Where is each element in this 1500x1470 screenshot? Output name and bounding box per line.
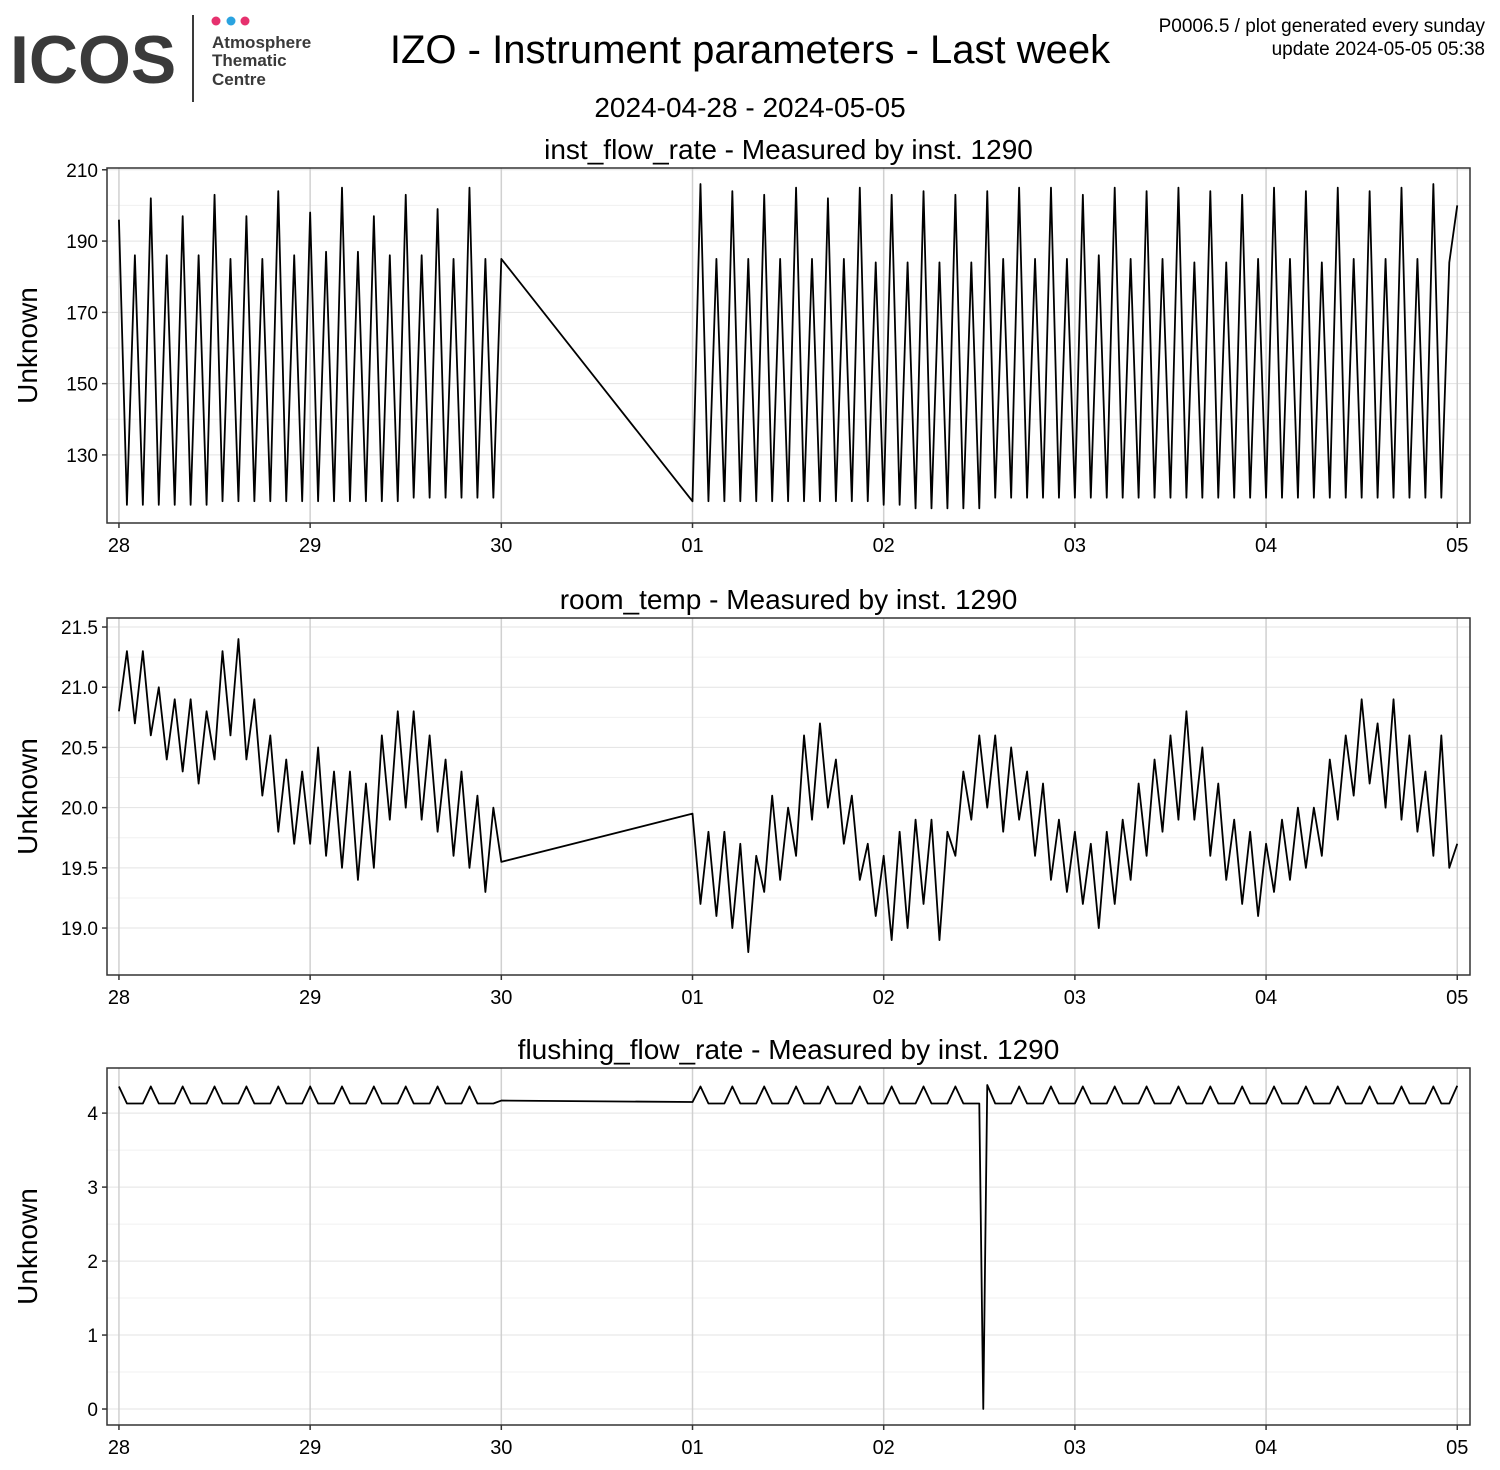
x-tick-label: 30 bbox=[490, 1437, 512, 1459]
x-tick-label: 28 bbox=[108, 987, 130, 1009]
panel-border bbox=[106, 617, 1471, 976]
logo-text: Thematic bbox=[212, 51, 287, 70]
logo-text: Atmosphere bbox=[212, 33, 311, 52]
y-tick-label: 130 bbox=[66, 446, 98, 467]
x-tick-label: 03 bbox=[1064, 535, 1086, 557]
y-tick-label: 20.0 bbox=[61, 799, 98, 820]
y-axis-label: Unknown bbox=[12, 738, 43, 855]
chart-title: inst_flow_rate - Measured by inst. 1290 bbox=[544, 134, 1033, 165]
y-tick-label: 19.5 bbox=[61, 859, 98, 880]
y-tick-label: 3 bbox=[87, 1178, 98, 1199]
logo-dot bbox=[240, 16, 250, 26]
y-tick-label: 190 bbox=[66, 232, 98, 253]
logo-text: Centre bbox=[212, 70, 266, 89]
y-tick-label: 150 bbox=[66, 375, 98, 396]
x-tick-label: 28 bbox=[108, 535, 130, 557]
x-tick-label: 04 bbox=[1255, 535, 1277, 557]
y-axis-label: Unknown bbox=[12, 287, 43, 404]
y-tick-label: 210 bbox=[66, 161, 98, 182]
x-tick-label: 01 bbox=[681, 1437, 703, 1459]
chart-title: flushing_flow_rate - Measured by inst. 1… bbox=[518, 1034, 1060, 1065]
panel-background bbox=[107, 1068, 1470, 1425]
x-tick-label: 03 bbox=[1064, 987, 1086, 1009]
x-tick-label: 30 bbox=[490, 987, 512, 1009]
update: update 2024-05-05 05:38 bbox=[1272, 39, 1485, 60]
x-tick-label: 29 bbox=[299, 987, 321, 1009]
y-tick-label: 4 bbox=[87, 1104, 98, 1125]
x-tick-label: 29 bbox=[299, 535, 321, 557]
page-subtitle: 2024-04-28 - 2024-05-05 bbox=[594, 92, 905, 123]
panel-border bbox=[106, 167, 1471, 524]
x-tick-label: 05 bbox=[1446, 535, 1468, 557]
y-tick-label: 21.5 bbox=[61, 618, 98, 639]
y-tick-label: 2 bbox=[87, 1252, 98, 1273]
x-tick-label: 02 bbox=[873, 987, 895, 1009]
logo: ICOS bbox=[10, 22, 176, 98]
data-line bbox=[118, 183, 1459, 510]
logo-dot bbox=[226, 16, 236, 26]
x-tick-label: 29 bbox=[299, 1437, 321, 1459]
x-tick-label: 05 bbox=[1446, 987, 1468, 1009]
panel-background bbox=[107, 618, 1470, 975]
page-title: IZO - Instrument parameters - Last week bbox=[390, 28, 1111, 72]
y-tick-label: 170 bbox=[66, 303, 98, 324]
x-tick-label: 04 bbox=[1255, 987, 1277, 1009]
y-tick-label: 1 bbox=[87, 1326, 98, 1347]
panel-border bbox=[106, 1067, 1471, 1426]
y-axis-label: Unknown bbox=[12, 1188, 43, 1305]
x-tick-label: 02 bbox=[873, 535, 895, 557]
y-tick-label: 0 bbox=[87, 1400, 98, 1421]
logo-dot bbox=[211, 16, 221, 26]
x-tick-label: 01 bbox=[681, 987, 703, 1009]
x-tick-label: 04 bbox=[1255, 1437, 1277, 1459]
chart-title: room_temp - Measured by inst. 1290 bbox=[560, 584, 1018, 615]
x-tick-label: 03 bbox=[1064, 1437, 1086, 1459]
x-tick-label: 30 bbox=[490, 535, 512, 557]
x-tick-label: 02 bbox=[873, 1437, 895, 1459]
data-line bbox=[118, 1084, 1459, 1410]
x-tick-label: 01 bbox=[681, 535, 703, 557]
data-line bbox=[118, 638, 1459, 954]
y-tick-label: 20.5 bbox=[61, 738, 98, 759]
y-tick-label: 19.0 bbox=[61, 919, 98, 940]
x-tick-label: 28 bbox=[108, 1437, 130, 1459]
x-tick-label: 05 bbox=[1446, 1437, 1468, 1459]
note: P0006.5 / plot generated every sunday bbox=[1159, 16, 1486, 37]
y-tick-label: 21.0 bbox=[61, 678, 98, 699]
